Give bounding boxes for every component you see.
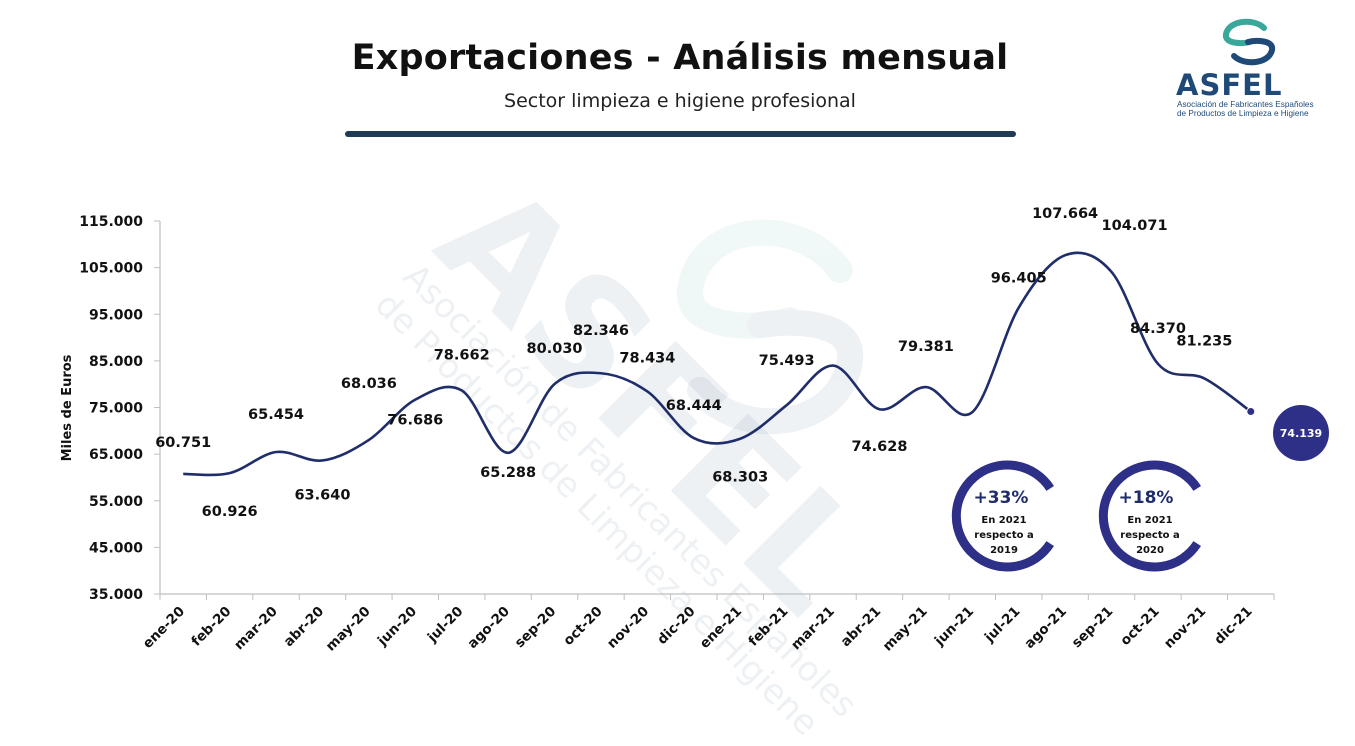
page-title: Exportaciones - Análisis mensual	[351, 38, 1009, 78]
badge-line-1: En 2021	[981, 515, 1026, 526]
x-tick-label: jun-20	[374, 604, 420, 650]
data-label: 68.444	[666, 398, 722, 414]
logo-tagline-2: de Productos de Limpieza e Higiene	[1177, 109, 1309, 118]
badge-percent: +18%	[1119, 488, 1174, 508]
badge-line-1: En 2021	[1127, 515, 1172, 526]
x-tick-label: abr-21	[838, 604, 885, 651]
x-tick-label: feb-20	[188, 604, 234, 650]
data-label: 80.030	[527, 341, 583, 357]
title-underline	[345, 131, 1016, 137]
logo-wordmark: ASFEL	[1176, 68, 1283, 102]
y-tick-label: 95.000	[89, 307, 143, 323]
data-label: 68.303	[712, 470, 768, 486]
y-tick-label: 45.000	[89, 540, 143, 556]
x-tick-label: oct-21	[1117, 604, 1162, 649]
data-label: 81.235	[1176, 333, 1232, 349]
x-tick-label: ago-21	[1022, 604, 1070, 652]
data-label: 79.381	[898, 339, 954, 355]
badge-ring	[1098, 460, 1201, 572]
last-value-label: 74.139	[1280, 427, 1322, 440]
data-label: 75.493	[759, 353, 815, 369]
data-label: 107.664	[1032, 206, 1098, 222]
x-tick-label: jul-21	[981, 604, 1024, 647]
point-marker-last	[1246, 407, 1256, 417]
data-label: 65.454	[248, 407, 304, 423]
y-tick-label: 75.000	[89, 401, 143, 417]
data-labels: 60.751 60.926 65.454 63.640 68.036 76.686 78.6…	[155, 206, 1232, 520]
last-value-bubble	[1273, 405, 1329, 461]
x-tick-label: ene-20	[140, 604, 188, 652]
y-tick-label: 55.000	[89, 494, 143, 510]
logo-emblem-icon	[1222, 18, 1276, 66]
data-label: 78.434	[619, 350, 675, 366]
y-tick-label: 115.000	[79, 214, 143, 230]
y-axis: 35.000 45.000 55.000 65.000 75.000 85.000 95.0…	[79, 214, 161, 603]
x-tick-label: nov-21	[1161, 604, 1209, 652]
x-tick-label: abr-20	[281, 604, 328, 651]
x-tick-label: ago-20	[465, 604, 513, 652]
badge-ring	[951, 460, 1054, 572]
data-label: 76.686	[387, 413, 443, 429]
x-tick-label: sep-21	[1069, 604, 1117, 652]
y-tick-label: 105.000	[79, 261, 143, 277]
data-label: 63.640	[294, 487, 350, 503]
data-label: 104.071	[1102, 218, 1168, 234]
badge-line-3: 2019	[990, 545, 1018, 556]
data-label: 74.628	[851, 439, 907, 455]
data-label: 78.662	[434, 347, 490, 363]
data-label: 82.346	[573, 323, 629, 339]
y-tick-label: 35.000	[89, 587, 143, 603]
badge-line-2: respecto a	[974, 530, 1033, 541]
data-label: 68.036	[341, 376, 397, 392]
data-label: 65.288	[480, 465, 536, 481]
data-label: 96.405	[991, 271, 1047, 287]
x-tick-label: jun-21	[931, 604, 977, 650]
data-label: 84.370	[1130, 321, 1186, 337]
y-axis-label: Miles de Euros	[60, 354, 75, 461]
x-tick-label: may-20	[323, 604, 374, 655]
badge-percent: +33%	[974, 488, 1029, 508]
x-tick-label: jul-20	[424, 604, 467, 647]
data-marks	[1246, 407, 1256, 417]
page-subtitle: Sector limpieza e higiene profesional	[504, 90, 856, 112]
x-tick-label: dic-21	[1211, 604, 1255, 648]
growth-badge-2020: +18% En 2021 respecto a 2020	[1098, 460, 1201, 572]
logo-tagline-1: Asociación de Fabricantes Españoles	[1177, 100, 1314, 109]
x-tick-label: sep-20	[512, 604, 560, 652]
data-label: 60.926	[202, 504, 258, 520]
watermark-emblem-icon	[676, 219, 864, 435]
x-tick-label: may-21	[880, 604, 931, 655]
growth-badge-2019: +33% En 2021 respecto a 2019	[951, 460, 1054, 572]
badge-line-3: 2020	[1136, 545, 1164, 556]
data-label: 60.751	[155, 435, 211, 451]
x-tick-label: nov-20	[604, 604, 652, 652]
x-tick-label: mar-20	[231, 604, 281, 654]
x-tick-label: oct-20	[560, 604, 605, 649]
y-tick-label: 65.000	[89, 447, 143, 463]
series-line	[183, 251, 1252, 477]
y-tick-label: 85.000	[89, 354, 143, 370]
badge-line-2: respecto a	[1120, 530, 1179, 541]
asfel-logo: ASFEL Asociación de Fabricantes Españole…	[1172, 18, 1322, 118]
